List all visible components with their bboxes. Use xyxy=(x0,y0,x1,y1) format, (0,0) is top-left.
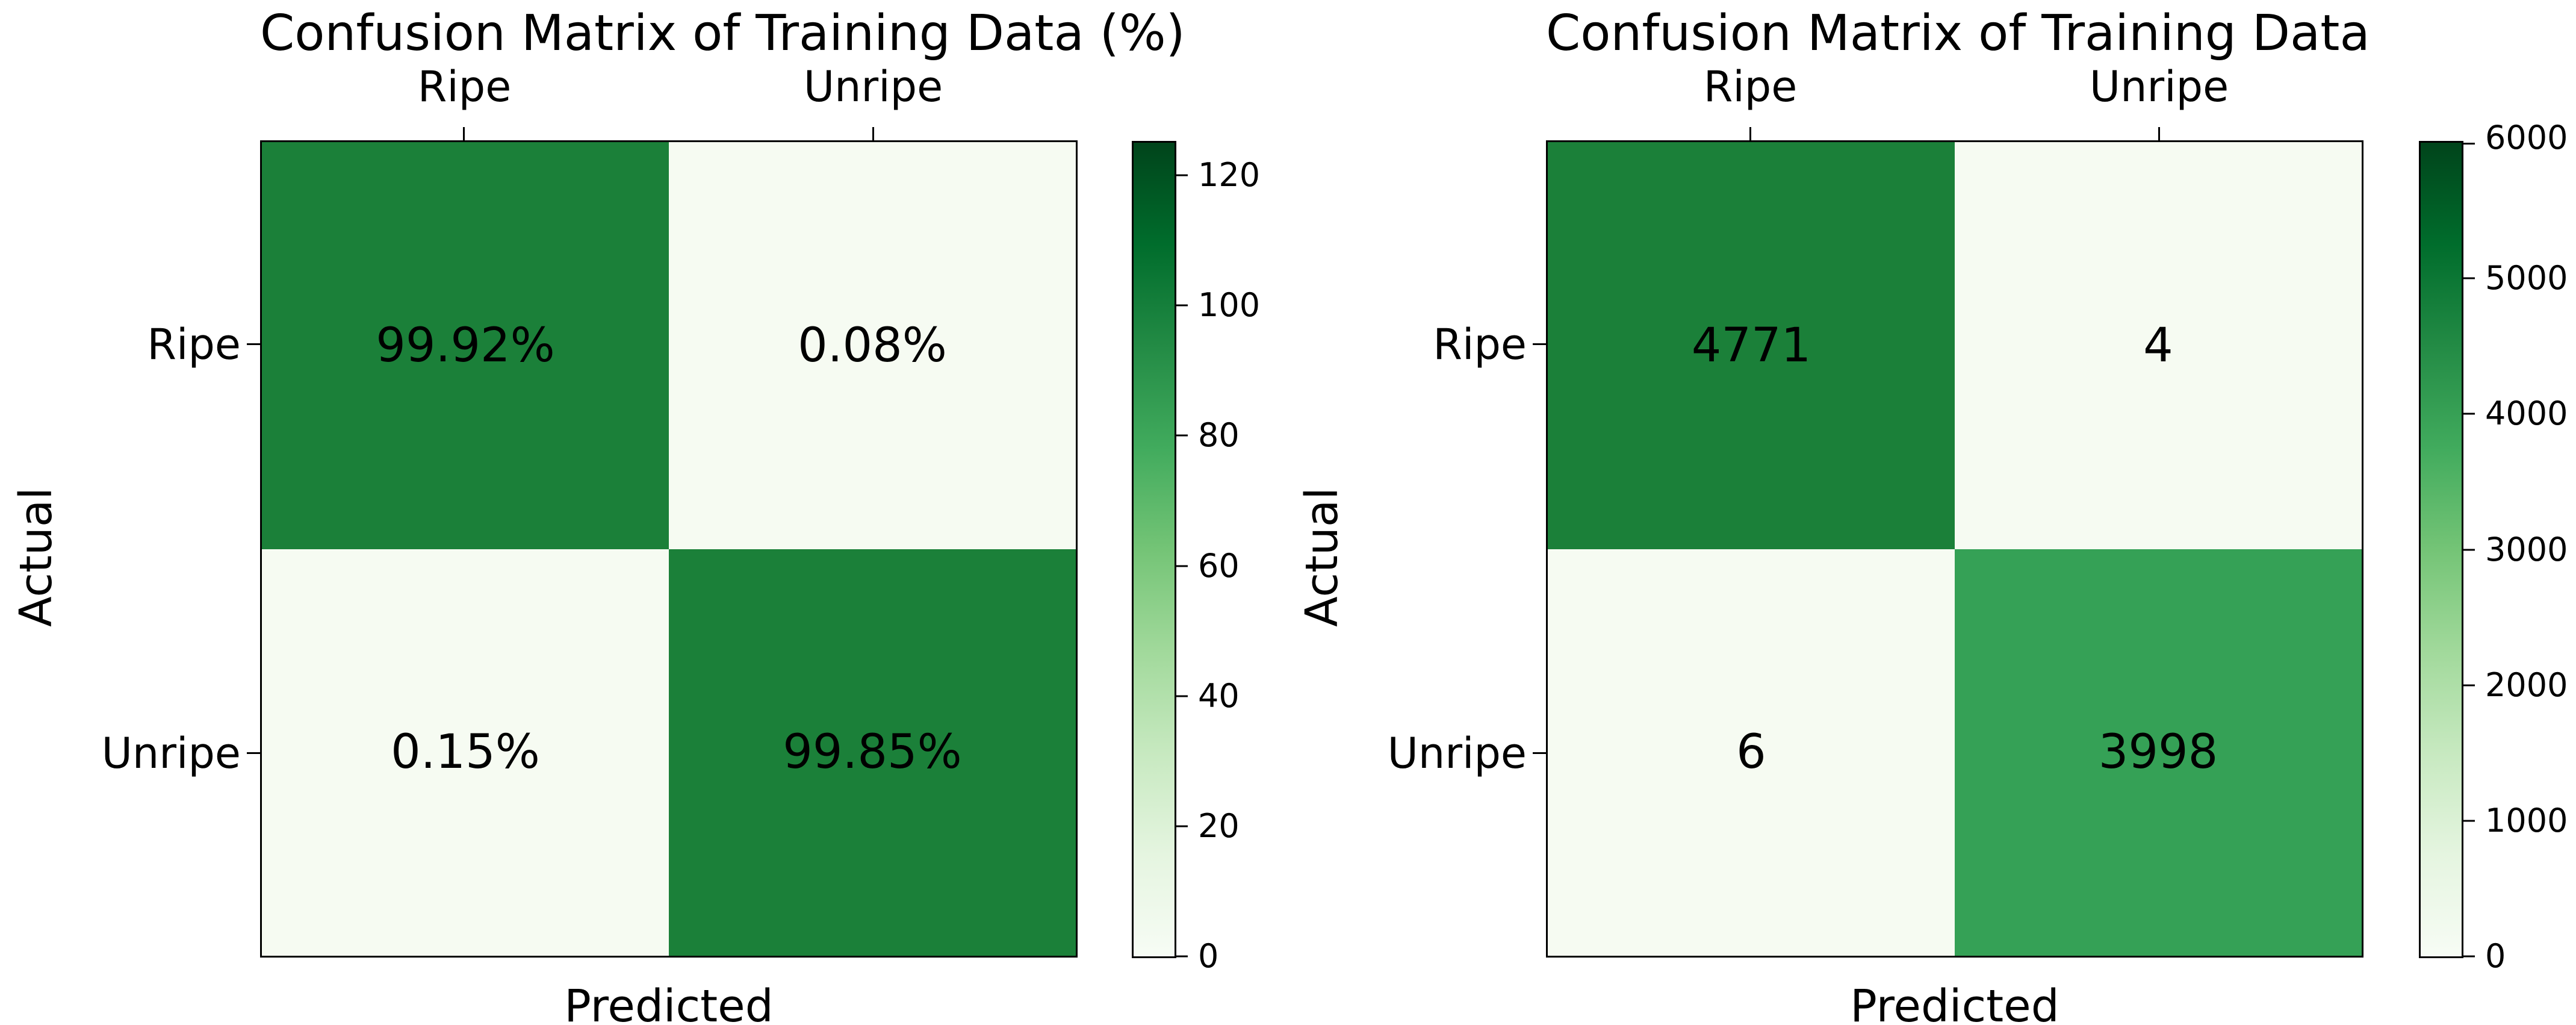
colorbar-tick-label: 80 xyxy=(1198,416,1240,455)
tick-mark xyxy=(2462,413,2475,415)
cell-value: 6 xyxy=(1736,725,1766,780)
subplot-counts: Confusion Matrix of Training Data Ripe U… xyxy=(1264,0,2576,1025)
colorbar-tick-labels: 0 1000 2000 3000 4000 5000 6000 xyxy=(2485,121,2576,972)
colorbar-tick-label: 60 xyxy=(1198,546,1240,585)
cell-value: 99.92% xyxy=(376,318,555,373)
tick-mark xyxy=(2462,955,2475,958)
colorbar-tick-label: 4000 xyxy=(2485,394,2568,433)
cell-value: 4 xyxy=(2143,318,2173,373)
x-tick-label-unripe: Unripe xyxy=(2089,62,2229,111)
colorbar-tick-label: 40 xyxy=(1198,676,1240,715)
tick-mark xyxy=(2462,684,2475,687)
colorbar-tick-label: 100 xyxy=(1198,286,1261,325)
x-tick-label-unripe: Unripe xyxy=(803,62,943,111)
tick-mark xyxy=(1175,955,1188,958)
colorbar-tick-label: 1000 xyxy=(2485,801,2568,840)
tick-mark xyxy=(1749,127,1751,140)
cell-value: 0.08% xyxy=(798,318,947,373)
tick-mark xyxy=(872,127,874,140)
heatmap-cell: 4771 xyxy=(1548,142,1955,549)
y-axis-label: Actual xyxy=(1296,487,1348,627)
colorbar-tick-label: 5000 xyxy=(2485,259,2568,298)
tick-mark xyxy=(1175,695,1188,697)
heatmap-cell: 6 xyxy=(1548,549,1955,956)
tick-mark xyxy=(2462,549,2475,550)
chart-title: Confusion Matrix of Training Data xyxy=(1546,5,2370,62)
tick-mark xyxy=(2158,127,2160,140)
x-tick-label-ripe: Ripe xyxy=(1703,62,1798,111)
y-axis-label: Actual xyxy=(10,487,62,627)
heatmap-grid: 99.92% 0.08% 0.15% 99.85% xyxy=(260,140,1078,958)
tick-mark xyxy=(1175,304,1188,307)
chart-title: Confusion Matrix of Training Data (%) xyxy=(260,5,1185,62)
colorbar-tick-label: 3000 xyxy=(2485,530,2568,569)
colorbar-tick-label: 2000 xyxy=(2485,665,2568,704)
x-axis-label: Predicted xyxy=(564,980,774,1025)
colorbar xyxy=(2419,141,2463,958)
cell-value: 0.15% xyxy=(391,725,540,780)
colorbar-tick-labels: 0 20 40 60 80 100 120 xyxy=(1198,143,1318,973)
heatmap-cell: 4 xyxy=(1955,142,2362,549)
x-tick-label-ripe: Ripe xyxy=(417,62,512,111)
y-tick-label-unripe: Unripe xyxy=(1387,729,1527,778)
cell-value: 99.85% xyxy=(783,725,962,780)
tick-mark xyxy=(1175,565,1188,567)
tick-mark xyxy=(2462,143,2475,145)
y-tick-label-ripe: Ripe xyxy=(1433,320,1527,369)
heatmap-cell: 3998 xyxy=(1955,549,2362,956)
colorbar-ticks xyxy=(2462,143,2475,958)
heatmap-cell: 0.15% xyxy=(262,549,669,956)
tick-mark xyxy=(2462,277,2475,279)
tick-mark xyxy=(1175,825,1188,827)
tick-mark xyxy=(1175,434,1188,437)
tick-mark xyxy=(1175,174,1188,176)
y-tick-label-unripe: Unripe xyxy=(101,729,241,778)
cell-value: 3998 xyxy=(2098,725,2218,780)
colorbar-tick-label: 0 xyxy=(2485,937,2506,975)
heatmap-cell: 99.85% xyxy=(669,549,1076,956)
heatmap-cell: 99.92% xyxy=(262,142,669,549)
heatmap-grid: 4771 4 6 3998 xyxy=(1546,140,2363,958)
tick-mark xyxy=(1533,752,1546,754)
colorbar-tick-label: 120 xyxy=(1198,156,1261,195)
tick-mark xyxy=(247,752,260,754)
tick-mark xyxy=(2462,820,2475,822)
colorbar xyxy=(1132,141,1176,958)
x-axis-label: Predicted xyxy=(1850,980,2059,1025)
cell-value: 4771 xyxy=(1691,318,1811,373)
y-tick-label-ripe: Ripe xyxy=(147,320,241,369)
tick-mark xyxy=(463,127,465,140)
colorbar-tick-label: 20 xyxy=(1198,806,1240,845)
tick-mark xyxy=(247,343,260,345)
heatmap-cell: 0.08% xyxy=(669,142,1076,549)
colorbar-tick-label: 0 xyxy=(1198,937,1219,975)
tick-mark xyxy=(1533,343,1546,345)
colorbar-ticks xyxy=(1175,143,1188,958)
colorbar-tick-label: 6000 xyxy=(2485,118,2568,157)
subplot-percent: Confusion Matrix of Training Data (%) Ri… xyxy=(0,0,1264,1025)
